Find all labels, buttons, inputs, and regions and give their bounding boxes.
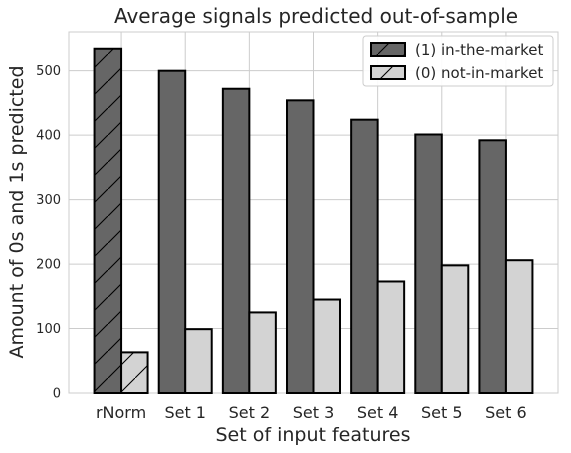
- legend-swatch-series-2: [370, 65, 406, 80]
- y-tick-label: 0: [53, 387, 61, 402]
- legend: (1) in-the-market (0) not-in-market: [362, 35, 554, 87]
- x-tick-label: Set 5: [421, 403, 463, 422]
- bars: [93, 47, 534, 395]
- x-tick-label: Set 1: [164, 403, 206, 422]
- y-tick-labels: 0 100 200 300 400 500: [36, 64, 61, 401]
- x-tick-labels: rNorm Set 1 Set 2 Set 3 Set 4 Set 5 Set 6: [96, 403, 527, 422]
- y-tick-label: 200: [36, 258, 61, 273]
- bar-not-in-market: [248, 311, 277, 395]
- bar-in-the-market: [478, 139, 507, 394]
- y-tick-label: 500: [36, 64, 61, 79]
- legend-box: [362, 35, 554, 87]
- legend-swatch-series-1: [370, 42, 406, 57]
- x-axis-label: Set of input features: [215, 424, 410, 446]
- bar-not-in-market: [184, 328, 213, 394]
- legend-label-series-1: (1) in-the-market: [415, 41, 543, 59]
- x-tick-label: rNorm: [96, 403, 146, 422]
- bar-in-the-market: [350, 118, 379, 395]
- bar-not-in-market: [376, 280, 406, 394]
- bar-in-the-market: [414, 133, 443, 395]
- bar-not-in-market: [120, 351, 149, 395]
- y-tick-label: 100: [36, 322, 61, 337]
- bar-in-the-market: [221, 87, 251, 394]
- x-tick-label: Set 6: [485, 403, 527, 422]
- bar-in-the-market: [286, 99, 315, 394]
- legend-label-series-2: (0) not-in-market: [415, 64, 543, 82]
- y-axis-label: Amount of 0s and 1s predicted: [6, 65, 28, 358]
- x-tick-label: Set 2: [229, 403, 271, 422]
- y-tick-label: 400: [36, 129, 61, 144]
- bar-not-in-market: [504, 259, 534, 395]
- x-tick-label: Set 4: [357, 403, 399, 422]
- bar-in-the-market: [157, 69, 187, 395]
- y-tick-label: 300: [36, 193, 61, 208]
- x-tick-label: Set 3: [293, 403, 335, 422]
- bar-not-in-market: [312, 298, 341, 395]
- bar-in-the-market: [93, 47, 123, 395]
- chart-title: Average signals predicted out-of-sample: [114, 4, 518, 28]
- bar-not-in-market: [440, 264, 470, 394]
